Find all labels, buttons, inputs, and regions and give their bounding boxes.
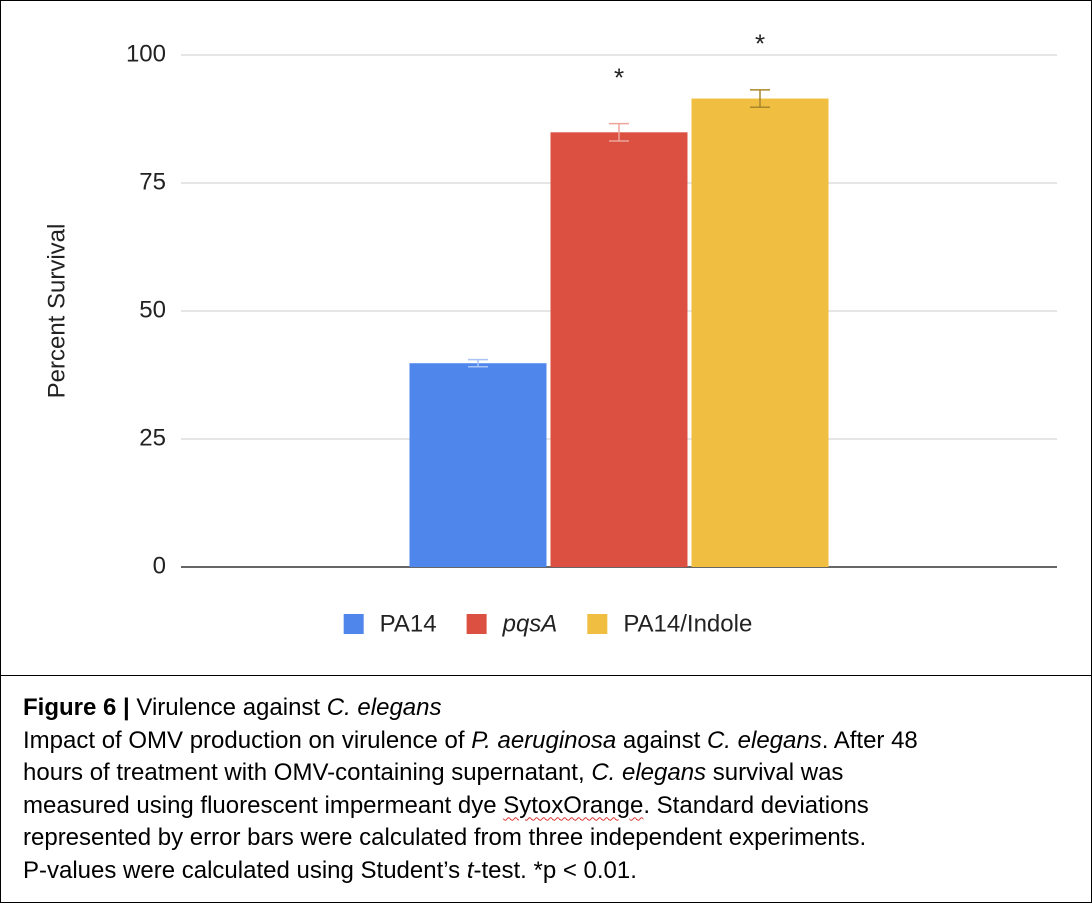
bar [550,132,688,567]
caption-text: Impact of OMV production on virulence of [23,726,472,754]
bar [691,98,829,568]
caption-frame: Figure 6 | Virulence against C. elegans I… [0,675,1092,903]
error-bar [750,89,770,108]
caption-text: C. elegans [706,726,822,754]
caption-line: Figure 6 | Virulence against C. elegans [23,692,918,725]
caption-text: Figure 6 | [23,694,130,721]
bar [409,363,547,567]
caption-text: t [466,856,474,884]
caption-text: . Standard deviations [643,791,869,819]
caption-line: hours of treatment with OMV-containing s… [23,757,918,790]
caption-text: C. elegans [591,759,707,786]
caption: Figure 6 | Virulence against C. elegans I… [23,692,918,887]
y-tick-label: 50 [139,296,166,323]
y-axis-label: Percent Survival [43,224,70,399]
annotation: * [755,29,765,59]
caption-text: against [616,726,707,754]
legend-label: PA14/Indole [623,610,752,637]
y-tick-label: 0 [153,552,166,579]
legend-swatch [587,614,608,634]
y-tick-label: 75 [139,168,166,195]
caption-text: -test. *p < 0.01. [473,856,637,884]
caption-text: C. elegans [326,694,442,721]
caption-text: Virulence against [129,694,327,721]
chart-frame: Percent Survival 0 25 50 75 100 * * PA14 pqsA PA1… [0,0,1092,676]
caption-text: hours of treatment with OMV-containing s… [23,759,592,786]
error-bar [609,122,629,142]
caption-text: . After 48 [821,726,918,754]
legend-label: pqsA [502,610,558,637]
caption-line: P-values were calculated using Student’s… [23,855,918,888]
y-tick-label: 25 [139,424,166,451]
legend-label: PA14 [380,610,437,637]
caption-text: measured using fluorescent impermeant dy… [23,791,504,819]
error-bar [468,358,488,368]
caption-text: survival was [706,759,844,786]
caption-line: represented by error bars were calculate… [23,822,918,855]
caption-line: Impact of OMV production on virulence of… [23,725,918,758]
caption-text: P. aeruginosa [471,726,617,754]
caption-text: P-values were calculated using Student’s [23,856,467,884]
annotation: * [614,62,624,92]
caption-line: measured using fluorescent impermeant dy… [23,790,918,823]
chart: Percent Survival 0 25 50 75 100 * * PA14 pqsA PA1… [43,29,1057,637]
legend-swatch [466,614,487,634]
caption-text: SytoxOrange [503,791,644,819]
y-tick-label: 100 [126,40,166,67]
caption-text: represented by error bars were calculate… [23,824,867,851]
legend-swatch [343,614,364,634]
